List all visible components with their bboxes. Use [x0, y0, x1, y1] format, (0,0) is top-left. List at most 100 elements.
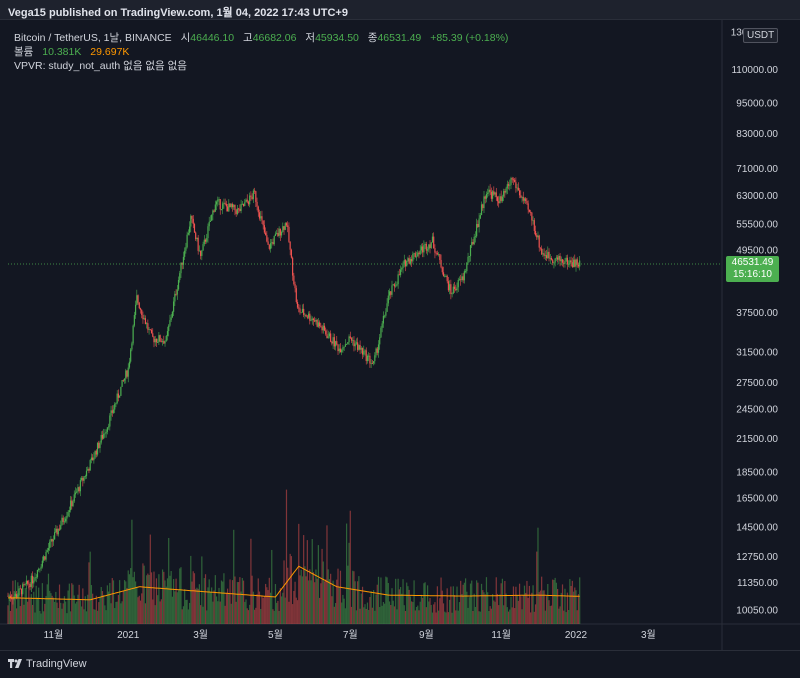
candle-body — [569, 260, 571, 264]
candle-body — [541, 248, 543, 255]
close-value: 46531.49 — [377, 32, 422, 44]
candle-body — [213, 210, 215, 212]
candle-body — [386, 303, 388, 312]
candle-body — [504, 191, 506, 193]
candle-body — [412, 253, 414, 262]
symbol-name[interactable]: Bitcoin / TetherUS, 1날, BINANCE — [14, 32, 172, 44]
candle-body — [515, 182, 517, 188]
candle-body — [547, 251, 549, 259]
candle-body — [96, 442, 99, 455]
candle-body — [123, 378, 126, 381]
candle-body — [101, 434, 104, 439]
candle-body — [240, 204, 242, 211]
candle-body — [398, 274, 400, 276]
candle-body — [557, 257, 559, 260]
candle-body — [56, 528, 58, 535]
time-tick-label: 7월 — [343, 629, 358, 641]
candle-body — [517, 187, 519, 191]
candle-body — [577, 264, 580, 267]
candle-body — [272, 242, 274, 245]
candle-body — [152, 333, 154, 337]
candle-body — [103, 433, 105, 439]
candle-body — [163, 341, 165, 344]
chart-canvas[interactable]: 130000.00110000.0095000.0083000.0071000.… — [0, 20, 800, 650]
candle-body — [111, 410, 113, 413]
candle-body — [330, 333, 332, 342]
candle-body — [109, 415, 111, 427]
candle-body — [327, 336, 329, 338]
candle-body — [175, 293, 177, 295]
candle-body — [331, 341, 333, 344]
candle-body — [499, 196, 501, 204]
candle-body — [137, 295, 139, 303]
candle-body — [99, 442, 101, 449]
candle-body — [68, 510, 70, 513]
volume-label[interactable]: 볼륨 — [14, 46, 34, 58]
vpvr-legend[interactable]: VPVR: study_not_auth 없음 없음 없음 — [14, 58, 187, 73]
candle-body — [293, 275, 295, 285]
candle-body — [440, 259, 442, 268]
candle-body — [190, 215, 192, 227]
candle-body — [488, 189, 490, 193]
candle-body — [138, 302, 140, 309]
currency-badge[interactable]: USDT — [743, 28, 779, 43]
candle-body — [463, 271, 465, 281]
candle-body — [141, 309, 143, 315]
candle-body — [273, 236, 275, 245]
candle-body — [300, 312, 302, 314]
candle-body — [238, 208, 240, 210]
candle-body — [360, 348, 362, 350]
candle-body — [536, 235, 538, 238]
candle-body — [211, 214, 213, 221]
candle-body — [495, 192, 497, 198]
candle-body — [157, 342, 159, 343]
candle-body — [542, 253, 544, 255]
candle-body — [170, 317, 172, 321]
candle-body — [328, 333, 331, 337]
candle-body — [144, 318, 147, 325]
candle-body — [496, 197, 499, 202]
candle-body — [9, 595, 12, 599]
candle-body — [256, 201, 258, 207]
candle-body — [485, 193, 488, 199]
symbol-legend: Bitcoin / TetherUS, 1날, BINANCE 시46446.1… — [14, 30, 508, 45]
candle-body — [458, 279, 461, 281]
candle-body — [516, 187, 518, 189]
candle-body — [452, 286, 454, 294]
candle-body — [283, 226, 285, 230]
candle-body — [490, 191, 492, 199]
candle-body — [446, 275, 448, 282]
candle-body — [177, 279, 180, 290]
candle-body — [62, 517, 64, 522]
candle-body — [77, 487, 79, 492]
candle-body — [263, 225, 266, 233]
candle-body — [131, 343, 133, 350]
candle-body — [494, 192, 496, 195]
candle-body — [521, 196, 523, 198]
candle-body — [552, 259, 554, 263]
candle-body — [120, 386, 122, 396]
candle-body — [73, 494, 75, 502]
candle-body — [425, 243, 427, 251]
candle-body — [71, 500, 73, 507]
tradingview-logo[interactable]: TradingView — [8, 658, 87, 670]
candle-body — [449, 284, 451, 291]
candle-body — [565, 257, 567, 262]
candle-body — [186, 234, 188, 248]
candle-body — [460, 279, 462, 281]
candle-body — [52, 539, 54, 542]
candle-body — [288, 226, 290, 242]
candle-body — [355, 342, 358, 344]
candle-body — [539, 247, 542, 249]
last-price-tag: 46531.49 15:16:10 — [726, 256, 779, 282]
price-tick-label: 71000.00 — [736, 164, 778, 175]
candle-body — [122, 380, 124, 381]
candle-body — [414, 253, 416, 257]
candle-body — [278, 228, 280, 236]
candle-body — [42, 556, 45, 561]
candle-body — [36, 569, 39, 578]
candle-body — [119, 395, 121, 398]
candle-body — [500, 196, 502, 201]
candle-body — [94, 450, 96, 458]
candle-body — [553, 262, 555, 264]
